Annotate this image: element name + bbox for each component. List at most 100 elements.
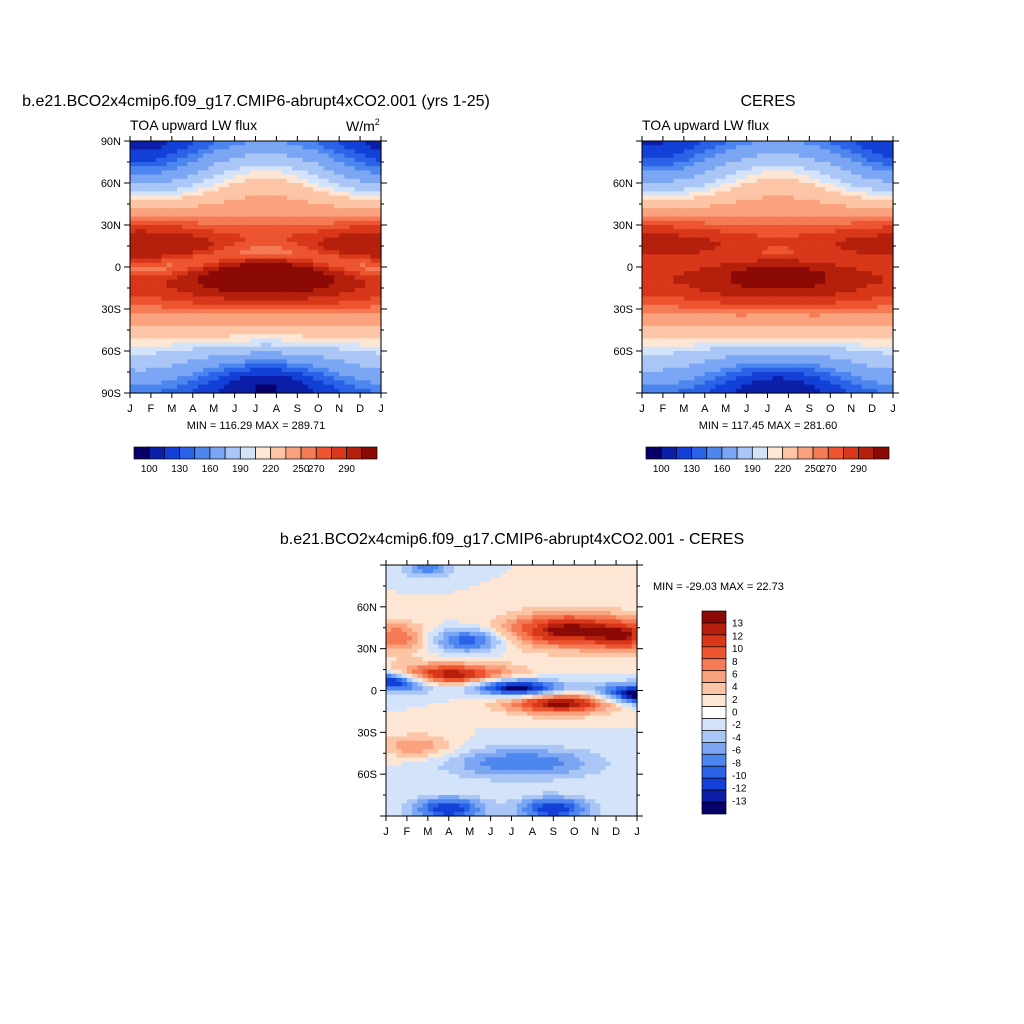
heatmap-cell [730,271,737,276]
heatmap-cell [135,170,142,176]
heatmap-cell [286,141,293,146]
heatmap-cell [281,313,288,318]
heatmap-cell [313,153,319,159]
heatmap-cell [783,145,790,150]
heatmap-cell [292,321,298,327]
heatmap-cell [767,262,774,268]
heatmap-cell [224,355,230,360]
heatmap-cell [292,208,298,213]
heatmap-cell [224,178,230,184]
heatmap-cell [642,141,648,146]
heatmap-cell [276,153,283,159]
heatmap-cell [652,262,659,268]
heatmap-cell [730,178,737,184]
heatmap-cell [798,204,805,209]
heatmap-cell [307,313,314,318]
heatmap-cell [276,204,283,209]
heatmap-cell [772,267,779,272]
heatmap-cell [798,300,805,306]
heatmap-cell [840,313,847,318]
heatmap-cell [218,334,225,339]
heatmap-cell [668,162,674,167]
heatmap-cell [887,288,894,293]
heatmap-cell [694,250,701,255]
heatmap-cell [166,342,173,348]
heatmap-cell [318,342,325,348]
heatmap-cell [234,166,241,171]
heatmap-cell [250,309,257,314]
heatmap-cell [171,283,178,289]
heatmap-cell [135,317,142,323]
heatmap-cell [856,275,863,281]
heatmap-cell [699,145,706,150]
heatmap-cell [365,342,372,348]
heatmap-cell [318,220,325,226]
heatmap-cell [720,309,727,314]
heatmap-cell [130,380,136,386]
heatmap-cell [725,157,732,163]
heatmap-cell [370,246,377,251]
heatmap-cell [777,267,784,272]
heatmap-cell [673,237,680,243]
heatmap-cell [286,220,293,226]
heatmap-cell [245,145,251,150]
heatmap-cell [825,229,831,234]
heatmap-cell [182,258,189,264]
heatmap-cell [239,355,246,360]
heatmap-cell [229,225,236,230]
heatmap-cell [307,388,314,394]
heatmap-cell [725,262,732,268]
heatmap-cell [171,288,178,293]
heatmap-cell [715,317,722,323]
heatmap-cell [825,166,831,171]
heatmap-cell [767,187,774,192]
heatmap-cell [302,208,309,213]
heatmap-cell [370,380,377,386]
heatmap-cell [678,283,685,289]
heatmap-cell [772,174,779,180]
heatmap-cell [297,325,304,331]
heatmap-cell [365,183,372,188]
heatmap-cell [783,187,790,192]
heatmap-cell [229,372,236,377]
heatmap-cell [830,254,837,260]
heatmap-cell [777,254,784,260]
heatmap-cell [318,204,325,209]
heatmap-cell [715,296,722,302]
heatmap-cell [271,153,278,159]
heatmap-cell [777,145,784,150]
heatmap-cell [793,275,800,281]
heatmap-cell [709,313,716,318]
heatmap-cell [741,153,748,159]
heatmap-cell [187,321,194,327]
heatmap-cell [777,153,784,159]
heatmap-cell [271,166,278,171]
heatmap-cell [307,250,314,255]
heatmap-cell [140,321,147,327]
heatmap-cell [662,296,669,302]
heatmap-cell [156,153,162,159]
heatmap-cell [344,225,351,230]
heatmap-cell [689,191,695,197]
heatmap-cell [370,216,377,222]
heatmap-cell [751,216,758,222]
heatmap-cell [150,254,157,260]
heatmap-cell [161,334,168,339]
heatmap-cell [187,304,194,310]
heatmap-cell [814,204,821,209]
heatmap-cell [265,153,272,159]
heatmap-cell [140,162,147,167]
heatmap-cell [218,376,225,381]
heatmap-cell [302,351,309,356]
heatmap-cell [370,162,377,167]
heatmap-cell [788,145,795,150]
heatmap-cell [798,241,805,247]
heatmap-cell [323,334,330,339]
heatmap-cell [140,183,147,188]
heatmap-cell [793,296,800,302]
heatmap-cell [762,258,769,264]
heatmap-cell [694,317,701,323]
heatmap-cell [741,229,748,234]
heatmap-cell [882,229,889,234]
heatmap-cell [825,279,831,285]
